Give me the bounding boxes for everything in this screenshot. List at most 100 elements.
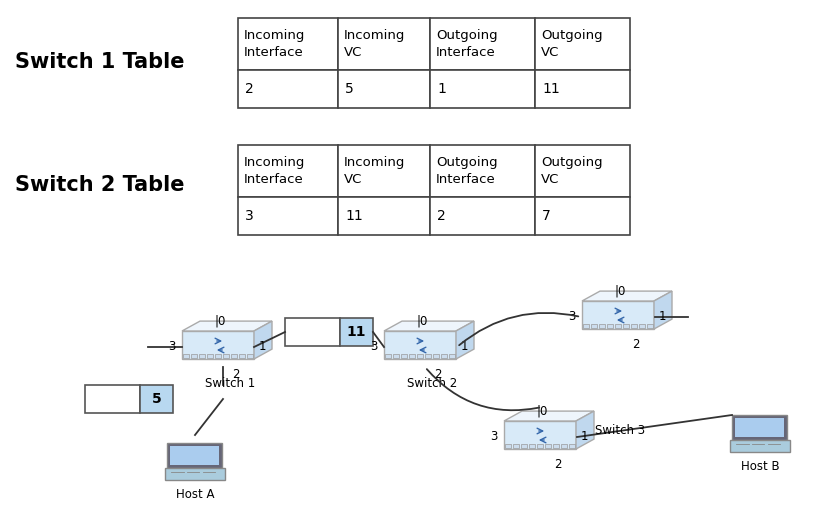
Text: Switch 2 Table: Switch 2 Table <box>15 175 185 195</box>
Text: Host B: Host B <box>741 460 780 473</box>
Bar <box>238 70 338 108</box>
Bar <box>599 324 605 328</box>
Polygon shape <box>384 321 474 331</box>
Text: |0: |0 <box>536 404 548 418</box>
Text: 1: 1 <box>258 341 266 354</box>
Bar <box>504 421 576 449</box>
Bar <box>545 444 550 448</box>
Text: Outgoing
Interface: Outgoing Interface <box>436 29 498 59</box>
Bar <box>208 354 213 358</box>
Bar <box>537 444 543 448</box>
Bar <box>199 354 204 358</box>
Text: 3: 3 <box>370 341 377 354</box>
Bar <box>191 354 197 358</box>
Bar <box>239 354 245 358</box>
Text: Incoming
VC: Incoming VC <box>344 156 405 186</box>
Bar <box>535 18 630 70</box>
Bar <box>410 354 414 358</box>
Bar <box>339 318 373 346</box>
Text: 5: 5 <box>152 392 162 406</box>
Bar <box>384 331 456 359</box>
Bar <box>430 70 535 108</box>
Bar <box>386 354 391 358</box>
Bar <box>433 354 438 358</box>
Bar <box>430 197 535 235</box>
Text: Incoming
Interface: Incoming Interface <box>244 156 306 186</box>
Bar <box>582 301 654 329</box>
Text: Switch 1 Table: Switch 1 Table <box>15 52 185 72</box>
Polygon shape <box>182 321 272 331</box>
Bar <box>238 197 338 235</box>
Bar <box>285 318 339 346</box>
Text: 1: 1 <box>461 341 468 354</box>
Bar <box>430 18 535 70</box>
Bar <box>167 444 222 468</box>
Polygon shape <box>456 321 474 359</box>
Polygon shape <box>654 291 672 329</box>
Bar <box>425 354 431 358</box>
Bar <box>535 70 630 108</box>
Polygon shape <box>576 411 594 449</box>
Bar <box>529 444 535 448</box>
Polygon shape <box>504 411 594 421</box>
Bar <box>183 354 189 358</box>
Bar <box>401 354 407 358</box>
Text: 3: 3 <box>569 310 576 324</box>
Polygon shape <box>582 291 672 301</box>
Text: 1: 1 <box>658 310 666 324</box>
Polygon shape <box>254 321 272 359</box>
Text: 2: 2 <box>434 369 442 382</box>
Text: |0: |0 <box>416 315 428 327</box>
Text: Incoming
Interface: Incoming Interface <box>244 29 306 59</box>
Text: |0: |0 <box>214 315 226 327</box>
Bar <box>393 354 399 358</box>
Bar <box>535 145 630 197</box>
Text: 2: 2 <box>632 338 639 352</box>
Bar <box>182 331 254 359</box>
Bar <box>171 446 219 465</box>
Bar <box>338 145 430 197</box>
Text: Outgoing
Interface: Outgoing Interface <box>436 156 498 186</box>
Bar <box>616 324 620 328</box>
Bar <box>238 18 338 70</box>
Text: 2: 2 <box>555 458 562 472</box>
Text: 3: 3 <box>245 209 254 223</box>
Text: 11: 11 <box>542 82 559 96</box>
Bar <box>442 354 447 358</box>
Bar <box>85 385 139 413</box>
Text: 2: 2 <box>232 369 240 382</box>
Text: 11: 11 <box>347 325 366 339</box>
Bar <box>561 444 567 448</box>
Bar <box>639 324 644 328</box>
Bar <box>417 354 423 358</box>
Bar <box>449 354 455 358</box>
Bar <box>569 444 574 448</box>
Text: Host A: Host A <box>176 488 214 501</box>
Text: 3: 3 <box>490 430 498 444</box>
Bar <box>730 440 790 452</box>
Bar <box>505 444 511 448</box>
Bar <box>247 354 253 358</box>
Bar <box>623 324 629 328</box>
Text: Outgoing
VC: Outgoing VC <box>541 29 602 59</box>
Bar <box>631 324 637 328</box>
Bar <box>430 145 535 197</box>
Text: Switch 2: Switch 2 <box>407 377 457 390</box>
Bar <box>338 70 430 108</box>
Text: 2: 2 <box>437 209 446 223</box>
Bar <box>238 145 338 197</box>
Text: 1: 1 <box>437 82 446 96</box>
Bar <box>583 324 588 328</box>
Text: Outgoing
VC: Outgoing VC <box>541 156 602 186</box>
Bar <box>607 324 613 328</box>
Text: Switch 3: Switch 3 <box>595 423 645 437</box>
Text: 1: 1 <box>580 430 588 444</box>
Bar <box>338 197 430 235</box>
Bar <box>232 354 236 358</box>
Bar <box>513 444 518 448</box>
Bar <box>223 354 229 358</box>
Bar <box>522 444 527 448</box>
Bar <box>592 324 597 328</box>
Bar <box>736 418 784 437</box>
Bar <box>338 18 430 70</box>
